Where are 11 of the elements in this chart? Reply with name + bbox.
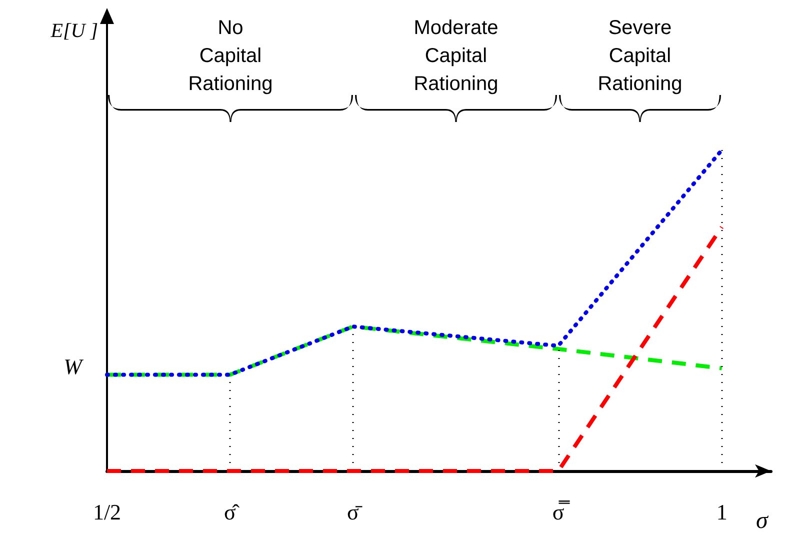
- text: Severe Capital Rationing: [596, 16, 684, 97]
- text: Moderate Capital Rationing: [412, 16, 500, 97]
- x-tick-label: σ̂: [224, 500, 240, 524]
- x-tick-label: 1: [716, 500, 728, 524]
- annotation: W: [64, 354, 84, 380]
- text: E[U ]: [50, 20, 98, 43]
- x-tick-label: 1/2: [92, 500, 122, 524]
- text: No Capital Rationing: [187, 16, 274, 97]
- x-axis-title: σ: [756, 508, 769, 534]
- x-tick-label: σ̿: [552, 500, 570, 524]
- x-tick-label: σ̄: [346, 500, 363, 524]
